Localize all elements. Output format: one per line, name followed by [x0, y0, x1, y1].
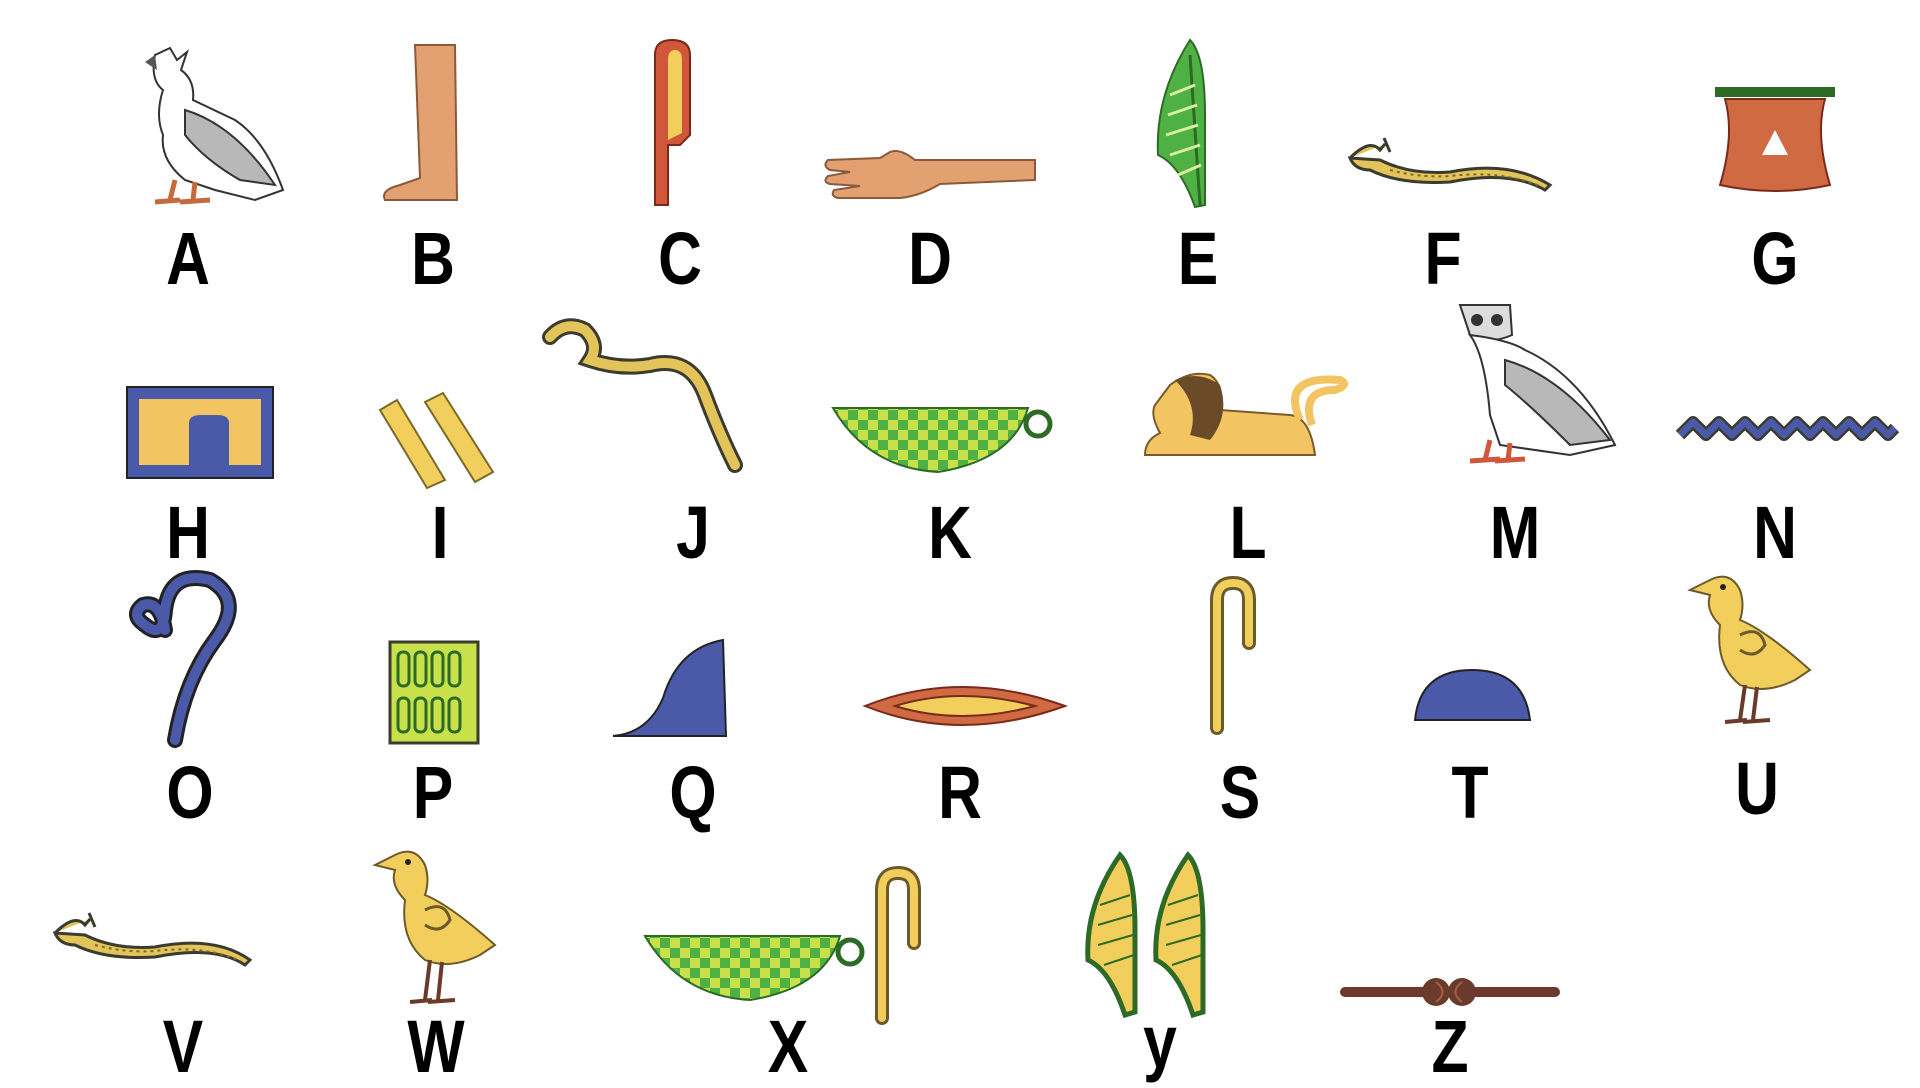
letter-s: S [1219, 751, 1261, 834]
jar-stand-icon [1715, 87, 1835, 192]
letter-o: O [166, 751, 214, 834]
folded-cloth-staff-icon [1210, 575, 1256, 735]
forearm-icon [824, 150, 1036, 199]
horned-viper-icon [52, 912, 253, 967]
letter-h: H [166, 491, 210, 574]
letter-v: V [162, 1005, 204, 1088]
courtyard-icon [126, 386, 274, 479]
letter-k: K [928, 491, 972, 574]
letter-t: T [1451, 751, 1489, 834]
letter-d: D [908, 217, 952, 300]
horned-viper-icon [1347, 137, 1553, 192]
reed-mat-icon [388, 640, 480, 745]
letter-q: Q [669, 751, 717, 834]
water-ripple-icon [1675, 416, 1900, 441]
letter-i: I [431, 491, 449, 574]
foot-icon [383, 44, 459, 201]
letter-z: Z [1431, 1005, 1469, 1088]
vulture-icon [145, 46, 285, 205]
folded-cloth-icon [654, 38, 691, 206]
owl-icon [1458, 304, 1617, 464]
hill-slope-icon [612, 638, 728, 737]
basket-icon [831, 407, 1053, 474]
lion-icon [1143, 372, 1348, 456]
letter-u: U [1735, 747, 1779, 830]
letter-g: G [1751, 217, 1799, 300]
letter-c: C [658, 217, 702, 300]
letter-x: X [767, 1005, 809, 1088]
letter-n: N [1753, 491, 1797, 574]
quail-chick-icon [1687, 575, 1812, 724]
letter-r: R [938, 751, 982, 834]
lasso-icon [129, 570, 237, 748]
mouth-icon [862, 686, 1068, 726]
cobra-icon [542, 318, 743, 473]
quail-chick-icon [372, 850, 497, 1004]
letter-b: B [411, 217, 455, 300]
letter-y: y [1143, 1000, 1177, 1083]
letter-j: J [676, 491, 710, 574]
double-reed-icon [1085, 851, 1206, 1019]
letter-m: M [1489, 491, 1541, 574]
letter-e: E [1177, 217, 1219, 300]
reed-leaf-icon [1156, 38, 1206, 209]
double-strokes-icon [378, 391, 495, 490]
basket-and-cloth-icon [643, 865, 921, 1025]
letter-p: P [412, 751, 454, 834]
letter-w: W [407, 1005, 465, 1088]
door-bolt-icon [1340, 978, 1560, 1006]
letter-f: F [1424, 217, 1462, 300]
bread-loaf-icon [1413, 668, 1532, 721]
letter-a: A [166, 217, 210, 300]
letter-l: L [1229, 491, 1267, 574]
